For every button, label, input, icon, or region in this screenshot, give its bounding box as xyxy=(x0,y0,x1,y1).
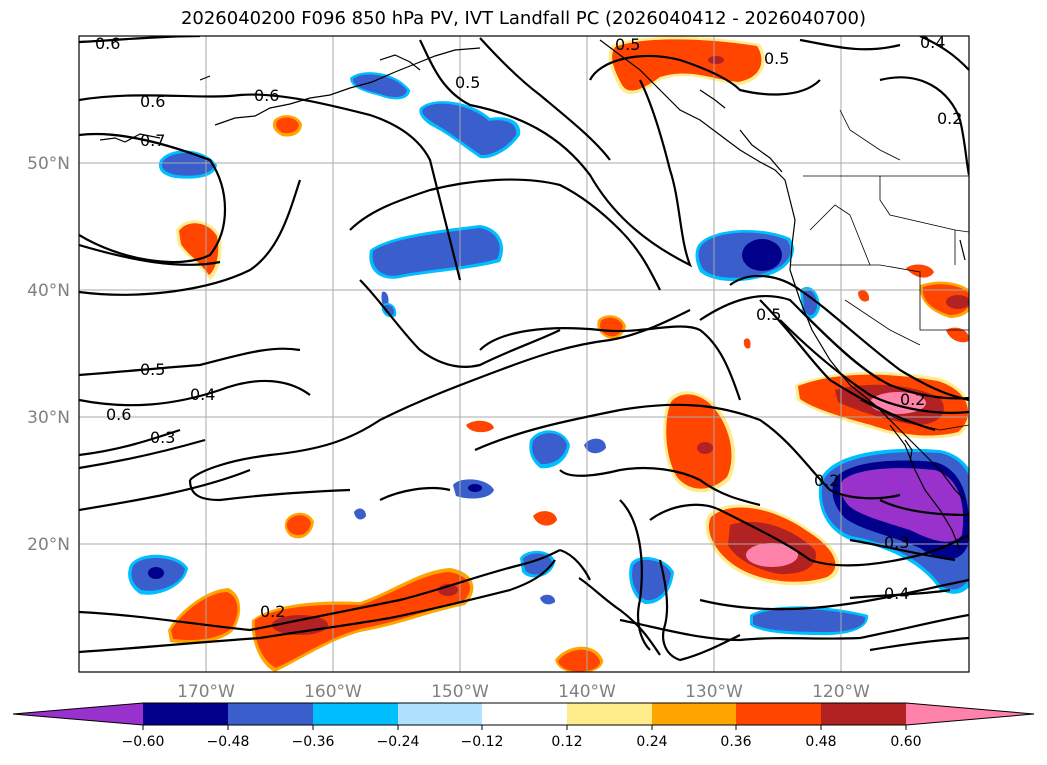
contour-label: 0.6 xyxy=(95,34,120,53)
contour-label: 0.4 xyxy=(884,584,909,603)
lon-tick-label: 140°W xyxy=(558,682,616,702)
map-title: 2026040200 F096 850 hPa PV, IVT Landfall… xyxy=(180,8,867,29)
colorbar-label: 0.12 xyxy=(551,734,582,750)
contour-label: 0.4 xyxy=(190,385,215,404)
colorbar: −0.60 −0.48 −0.36 −0.24 −0.12 0.12 0.24 … xyxy=(12,702,1035,750)
contour-label: 0.6 xyxy=(106,405,131,424)
lon-tick-label: 170°W xyxy=(177,682,235,702)
colorbar-label: −0.36 xyxy=(292,734,335,750)
contour-label: 0.4 xyxy=(920,33,945,52)
lon-tick-label: 160°W xyxy=(304,682,362,702)
map-content: 0.6 0.6 0.6 0.7 0.5 0.5 0.4 0.2 0.5 0.5 … xyxy=(79,33,969,672)
contour-label: 0.5 xyxy=(764,49,789,68)
colorbar-segment xyxy=(143,703,228,725)
graticule xyxy=(79,36,969,672)
colorbar-segment xyxy=(736,703,821,725)
contour-label: 0.7 xyxy=(140,131,165,150)
colorbar-label: −0.24 xyxy=(377,734,420,750)
colorbar-extend-high xyxy=(906,703,1034,725)
colorbar-label: 0.36 xyxy=(720,734,751,750)
colorbar-label: −0.60 xyxy=(122,734,165,750)
contour-label: 0.2 xyxy=(900,390,925,409)
colorbar-segment xyxy=(228,703,313,725)
contour-label: 0.5 xyxy=(756,305,781,324)
contour-label: 0.3 xyxy=(884,533,909,552)
colorbar-label: 0.60 xyxy=(890,734,921,750)
contour-label: 0.6 xyxy=(254,86,279,105)
colorbar-segment xyxy=(652,703,736,725)
lon-tick-label: 130°W xyxy=(685,682,743,702)
colorbar-segment xyxy=(313,703,398,725)
coastlines xyxy=(99,39,966,551)
contour-label: 0.2 xyxy=(937,109,962,128)
colorbar-label: 0.24 xyxy=(636,734,667,750)
colorbar-segment xyxy=(482,703,567,725)
colorbar-label: −0.12 xyxy=(461,734,504,750)
lat-tick-label: 20°N xyxy=(27,535,70,555)
colorbar-segment xyxy=(398,703,482,725)
contour-label: 0.5 xyxy=(140,360,165,379)
lon-axis: 170°W 160°W 150°W 140°W 130°W 120°W xyxy=(177,682,870,702)
colorbar-label: −0.48 xyxy=(207,734,250,750)
contour-label: 0.5 xyxy=(615,35,640,54)
contour-label: 0.5 xyxy=(455,73,480,92)
contour-labels: 0.6 0.6 0.6 0.7 0.5 0.5 0.4 0.2 0.5 0.5 … xyxy=(95,33,962,621)
map-frame xyxy=(78,35,970,673)
colorbar-segment xyxy=(567,703,652,725)
colorbar-label: 0.48 xyxy=(805,734,836,750)
lat-axis: 50°N 40°N 30°N 20°N xyxy=(27,154,70,555)
contour-label: 0.2 xyxy=(260,602,285,621)
contour-label: 0.6 xyxy=(140,92,165,111)
map-background xyxy=(79,36,969,672)
lon-tick-label: 120°W xyxy=(812,682,870,702)
contour-label: 0.2 xyxy=(814,471,839,490)
contour-label: 0.3 xyxy=(150,428,175,447)
colorbar-extend-low xyxy=(13,703,143,725)
lat-tick-label: 30°N xyxy=(27,408,70,428)
lat-tick-label: 50°N xyxy=(27,154,70,174)
lat-tick-label: 40°N xyxy=(27,281,70,301)
lon-tick-label: 150°W xyxy=(431,682,489,702)
colorbar-segment xyxy=(821,703,906,725)
